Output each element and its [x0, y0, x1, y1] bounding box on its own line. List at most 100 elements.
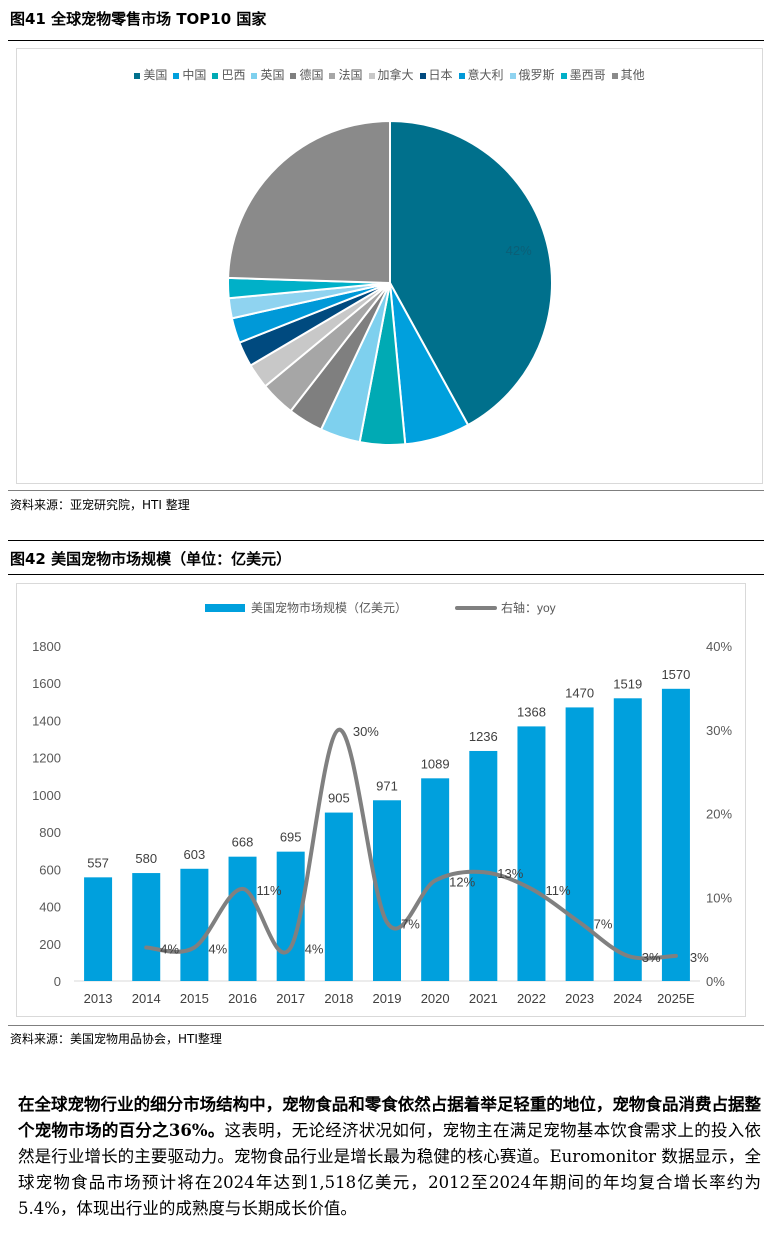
yoy-label: 30%	[353, 724, 379, 739]
body-paragraph: 在全球宠物行业的细分市场结构中，宠物食品和零食依然占据着举足轻重的地位，宠物食品…	[18, 1092, 761, 1222]
figure42-bottom-rule	[8, 1025, 764, 1026]
legend-swatch	[611, 72, 618, 79]
bar-value-label: 1470	[565, 685, 594, 700]
bar-value-label: 695	[280, 830, 302, 845]
figure41-source: 资料来源：亚宠研究院，HTI 整理	[10, 498, 190, 512]
legend-label: 中国	[182, 68, 207, 82]
bar-value-label: 1236	[469, 729, 498, 744]
bar-value-label: 1368	[517, 704, 546, 719]
y2-tick-label: 10%	[706, 890, 732, 905]
y-tick-label: 1000	[32, 788, 61, 803]
pie-legend-item: 加拿大	[368, 66, 414, 83]
y2-tick-label: 0%	[706, 974, 725, 989]
pie-slice-11	[227, 119, 391, 285]
x-tick-label: 2014	[132, 991, 161, 1006]
figure42-source: 资料来源：美国宠物用品协会，HTI整理	[10, 1032, 222, 1046]
legend-bar-label: 美国宠物市场规模（亿美元）	[251, 600, 407, 615]
legend-label: 德国	[299, 68, 324, 82]
bar-2015	[180, 868, 209, 981]
bar-value-label: 1519	[613, 676, 642, 691]
bar-2021	[469, 750, 498, 981]
legend-swatch	[458, 72, 465, 79]
paragraph-bold-lead: 在全球宠物行业的细分市场结构中，宠物食品和零食依然占据着举足轻重的地位，宠物食品…	[18, 1095, 761, 1140]
bar-2024	[613, 698, 642, 981]
pie-legend-item: 中国	[173, 66, 206, 83]
pie-legend-item: 法国	[329, 66, 363, 83]
x-tick-label: 2021	[469, 991, 498, 1006]
bar-value-label: 971	[376, 778, 398, 793]
x-tick-label: 2023	[565, 991, 594, 1006]
legend-label: 法国	[338, 68, 363, 82]
y-tick-label: 1200	[32, 751, 61, 766]
yoy-label: 4%	[160, 942, 179, 957]
y-tick-label: 1400	[32, 713, 61, 728]
bar-2013	[84, 877, 113, 981]
figure41-top-rule	[8, 40, 764, 41]
figure42-chart-panel: 美国宠物市场规模（亿美元） 右轴：yoy 0 200 400 600 800 1000 1200…	[16, 583, 746, 1017]
bar-line-chart: 美国宠物市场规模（亿美元） 右轴：yoy 0 200 400 600 800 1000 1200…	[32, 600, 732, 1006]
legend-swatch	[173, 72, 180, 79]
x-tick-label: 2024	[613, 991, 642, 1006]
bar-2016	[228, 856, 257, 981]
bar-value-label: 905	[328, 791, 350, 806]
legend-label: 俄罗斯	[518, 68, 555, 82]
yoy-label: 11%	[545, 883, 570, 898]
bar-2022	[517, 726, 546, 981]
legend-label: 加拿大	[377, 68, 414, 82]
pie-legend-item: 其他	[611, 66, 645, 83]
bar-value-label: 668	[232, 835, 254, 850]
y-tick-label: 600	[39, 862, 61, 877]
pie-legend-item: 巴西	[212, 66, 245, 83]
y2-tick-label: 40%	[706, 639, 732, 654]
figure41-bottom-rule	[8, 490, 764, 491]
y2-tick-label: 20%	[706, 807, 732, 822]
x-tick-label: 2016	[228, 991, 257, 1006]
pie-legend: 美国 中国 巴西 英国 德国 法国 加拿大 日本 意大利 俄罗斯 墨西哥 其他	[17, 66, 762, 83]
x-tick-label: 2013	[84, 991, 113, 1006]
yoy-line	[144, 727, 678, 961]
legend-swatch	[509, 72, 516, 79]
legend-swatch	[134, 72, 141, 79]
figure41-chart-panel: 美国 中国 巴西 英国 德国 法国 加拿大 日本 意大利 俄罗斯 墨西哥 其他 42%	[16, 48, 763, 484]
x-tick-label: 2018	[324, 991, 353, 1006]
bar-value-label: 580	[135, 851, 157, 866]
legend-swatch	[329, 72, 336, 79]
paragraph-text: 这表明，无论经济状况如何，宠物主在满足宠物基本饮食需求上的投入依然是行业增长的主…	[18, 1121, 762, 1218]
pie-legend-item: 日本	[419, 66, 453, 83]
pie-legend-item: 俄罗斯	[509, 66, 555, 83]
x-tick-label: 2019	[373, 991, 402, 1006]
figure42-title-rule	[8, 574, 764, 575]
y-tick-label: 1600	[32, 676, 61, 691]
legend-label: 意大利	[467, 68, 504, 82]
x-tick-label: 2022	[517, 991, 546, 1006]
legend-label: 美国	[143, 68, 168, 82]
bar-2025E	[661, 688, 690, 981]
pie-data-label: 42%	[506, 243, 532, 258]
pie-chart: 42%	[227, 119, 553, 446]
legend-label: 其他	[620, 68, 645, 82]
yoy-label: 13%	[497, 866, 523, 881]
bar-2014	[132, 873, 161, 981]
yoy-label: 11%	[257, 883, 282, 898]
x-tick-label: 2025E	[657, 991, 695, 1006]
yoy-label: 4%	[305, 942, 324, 957]
x-tick-label: 2015	[180, 991, 209, 1006]
y-tick-label: 800	[39, 825, 61, 840]
legend-label: 墨西哥	[569, 68, 606, 82]
legend-swatch	[368, 72, 375, 79]
pie-slice-0	[389, 119, 553, 427]
yoy-label: 12%	[449, 875, 475, 890]
yoy-label: 4%	[208, 942, 227, 957]
bar-value-label: 557	[87, 855, 109, 870]
legend-swatch	[560, 72, 567, 79]
figure42-top-rule	[8, 540, 764, 541]
pie-legend-item: 英国	[251, 66, 284, 83]
figure41-title: 图41 全球宠物零售市场 TOP10 国家	[10, 10, 267, 28]
bar-2023	[565, 707, 594, 981]
y-tick-label: 400	[39, 900, 61, 915]
yoy-label: 3%	[690, 950, 709, 965]
y2-tick-label: 30%	[706, 723, 732, 738]
legend-label: 巴西	[221, 68, 246, 82]
legend-bar-swatch	[205, 604, 245, 612]
pie-legend-item: 意大利	[458, 66, 504, 83]
